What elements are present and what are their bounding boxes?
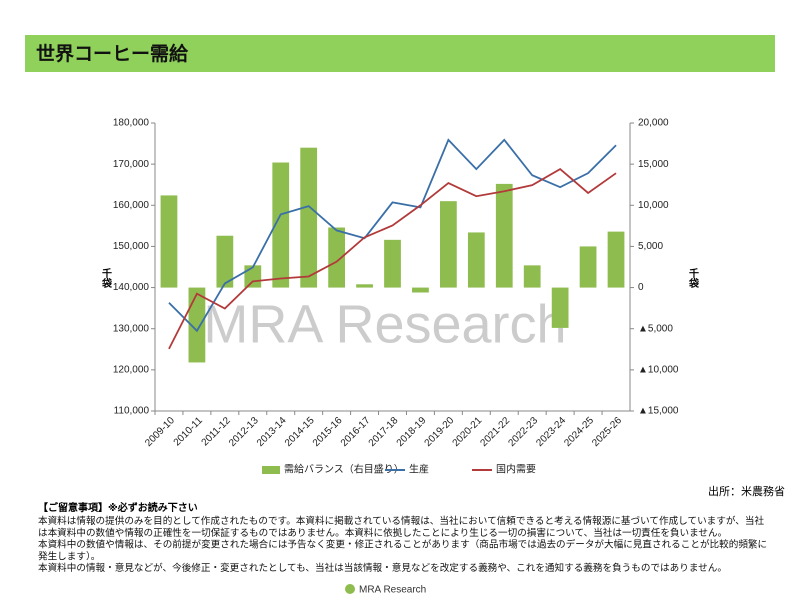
x-tick-label: 2010-11 [172,415,206,449]
bar [440,201,457,288]
y-tick-label: 180,000 [113,118,150,129]
bar [412,287,429,293]
line [168,167,617,350]
y-tick-label: 170,000 [113,159,150,170]
bar [467,232,485,288]
y-tick-label: 150,000 [113,241,150,252]
bar [523,265,541,288]
bar [328,227,345,288]
legend-label: 需給バランス（右目盛り） [284,463,404,476]
bar [384,239,401,288]
bar [244,265,262,288]
y2-axis-label: 千袋 [687,267,700,289]
bar [579,246,597,288]
bar [272,162,290,288]
y2-tick-label: 5,000 [638,241,663,252]
x-tick-label: 2023-24 [534,415,568,449]
y-axis-label: 千袋 [100,267,113,289]
legend-label: 生産 [409,463,429,476]
bar [160,195,178,288]
notes: 本資料は情報の提供のみを目的として作成されたものです。本資料に掲載されている情報… [38,515,767,574]
legend-label: 国内需要 [496,463,536,476]
x-tick-label: 2016-17 [339,415,373,449]
y-tick-label: 110,000 [114,406,150,417]
x-tick-label: 2017-18 [367,415,401,449]
x-tick-label: 2021-22 [479,415,513,449]
x-tick-label: 2012-13 [227,415,261,449]
y2-tick-label: ▲10,000 [638,364,679,375]
bar [356,284,373,288]
y2-tick-label: ▲15,000 [638,406,679,417]
y2-tick-label: 0 [638,282,644,293]
x-tick-label: 2025-26 [590,415,624,449]
x-tick-label: 2009-10 [143,415,177,449]
title-bar [25,35,775,72]
y2-tick-label: ▲5,000 [638,323,673,334]
source: 出所：米農務省 [708,484,785,498]
x-tick-label: 2022-23 [506,415,540,449]
note-line: は本資料中の数値や情報の正確性を一切保証するものではありません。本資料に依拠した… [38,527,727,539]
bar [216,235,234,288]
y2-tick-label: 20,000 [638,118,669,129]
watermark: MRA Research [203,294,566,354]
note-line: 本資料は情報の提供のみを目的として作成されたものです。本資料に掲載されている情報… [38,515,764,527]
note-line: 発生します）。 [38,550,100,562]
y-tick-label: 160,000 [113,200,150,211]
y2-tick-label: 10,000 [638,200,669,211]
bar [300,147,318,288]
x-tick-label: 2013-14 [255,415,289,449]
y-tick-label: 130,000 [113,323,150,334]
x-tick-label: 2024-25 [562,415,596,449]
footer-logo: MRA Research [359,585,426,596]
bar [551,287,569,328]
logo-icon [345,584,355,594]
note-line: 本資料中の数値や情報は、その前提が変更された場合には予告なく変更・修正されること… [38,539,767,551]
bar [607,231,625,288]
bar [188,287,206,363]
note-line: 本資料中の情報・意見などが、今後修正・変更されたとしても、当社は当該情報・意見な… [38,562,727,574]
y-tick-label: 120,000 [113,364,150,375]
title: 世界コーヒー需給 [36,42,189,65]
x-tick-label: 2018-19 [395,415,429,449]
bar [495,183,513,288]
x-tick-label: 2015-16 [311,415,345,449]
x-tick-label: 2019-20 [423,415,457,449]
y2-tick-label: 15,000 [638,159,669,170]
legend-swatch [262,466,280,474]
y-tick-label: 140,000 [113,282,150,293]
x-tick-label: 2014-15 [283,415,317,449]
notes-heading: 【ご留意事項】※必ずお読み下さい [38,501,198,514]
x-tick-label: 2020-21 [451,415,485,449]
